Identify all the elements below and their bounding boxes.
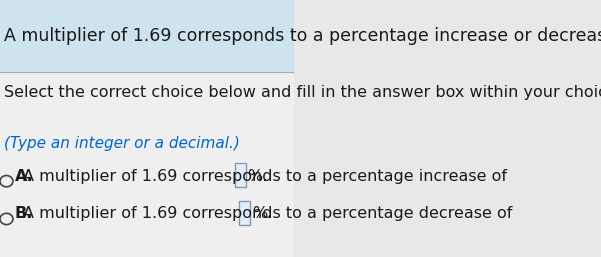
FancyBboxPatch shape bbox=[234, 163, 246, 187]
Text: A multiplier of 1.69 corresponds to a percentage decrease of: A multiplier of 1.69 corresponds to a pe… bbox=[23, 206, 512, 221]
Text: A.: A. bbox=[14, 169, 34, 183]
Text: B.: B. bbox=[14, 206, 33, 221]
Text: %.: %. bbox=[247, 169, 267, 183]
Text: A multiplier of 1.69 corresponds to a percentage increase or decrease of what pe: A multiplier of 1.69 corresponds to a pe… bbox=[4, 27, 601, 45]
FancyBboxPatch shape bbox=[239, 201, 250, 225]
Text: Select the correct choice below and fill in the answer box within your choice.: Select the correct choice below and fill… bbox=[4, 85, 601, 100]
Text: %.: %. bbox=[252, 206, 272, 221]
Text: (Type an integer or a decimal.): (Type an integer or a decimal.) bbox=[4, 136, 240, 151]
Text: A multiplier of 1.69 corresponds to a percentage increase of: A multiplier of 1.69 corresponds to a pe… bbox=[23, 169, 507, 183]
FancyBboxPatch shape bbox=[0, 0, 294, 72]
FancyBboxPatch shape bbox=[0, 72, 294, 257]
